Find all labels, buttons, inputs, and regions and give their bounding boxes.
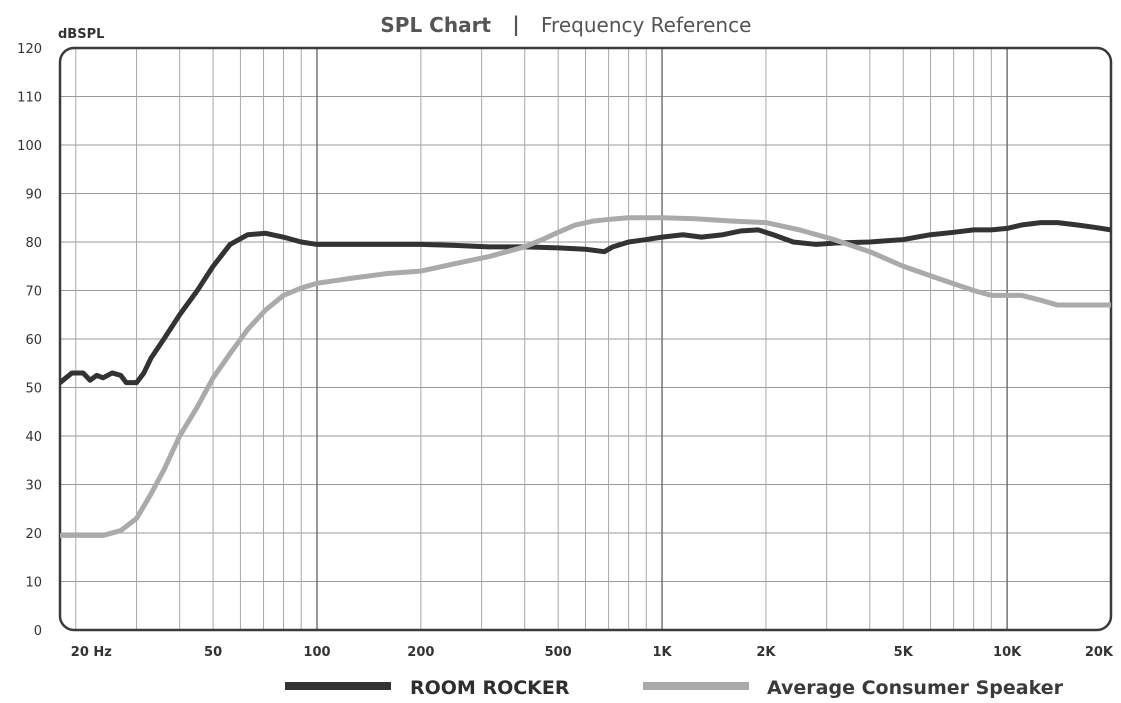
chart-title-separator: | xyxy=(512,12,519,36)
y-tick-label-40: 40 xyxy=(25,430,42,445)
x-tick-label-1k: 1K xyxy=(652,645,672,660)
y-tick-label-110: 110 xyxy=(17,91,42,106)
x-tick-label-20-hz: 20 Hz xyxy=(71,645,112,660)
legend-label-room-rocker: ROOM ROCKER xyxy=(410,677,570,699)
plot-frame xyxy=(58,46,1113,632)
legend-label-average-consumer-speaker: Average Consumer Speaker xyxy=(767,677,1064,699)
legend-swatch-average-consumer-speaker xyxy=(643,682,749,690)
y-tick-label-120: 120 xyxy=(17,42,42,57)
series-layer xyxy=(60,215,1111,538)
y-tick-label-70: 70 xyxy=(25,285,42,300)
y-tick-label-90: 90 xyxy=(25,188,42,203)
x-tick-label-100: 100 xyxy=(303,645,330,660)
x-tick-label-10k: 10K xyxy=(993,645,1022,660)
y-tick-labels: 0 10 20 30 40 50 60 70 80 90 100 110 120 xyxy=(17,42,42,639)
x-tick-label-500: 500 xyxy=(545,645,572,660)
y-tick-label-30: 30 xyxy=(25,479,42,494)
y-tick-label-80: 80 xyxy=(25,236,42,251)
y-tick-label-10: 10 xyxy=(25,576,42,591)
x-tick-label-20k: 20K xyxy=(1085,645,1114,660)
y-tick-label-0: 0 xyxy=(34,624,42,639)
x-tick-label-200: 200 xyxy=(407,645,434,660)
y-tick-label-100: 100 xyxy=(17,139,42,154)
x-tick-labels: 20 Hz 50 100 200 500 1K 2K 5K 10K 20K xyxy=(71,645,1114,660)
legend-swatch-room-rocker xyxy=(285,682,391,690)
x-tick-label-50: 50 xyxy=(204,645,222,660)
legend: ROOM ROCKER Average Consumer Speaker xyxy=(285,677,1064,699)
x-tick-label-5k: 5K xyxy=(894,645,914,660)
y-tick-label-60: 60 xyxy=(25,333,42,348)
y-axis-label: dBSPL xyxy=(58,27,104,42)
x-tick-label-2k: 2K xyxy=(756,645,776,660)
series-line-room-rocker xyxy=(60,220,1111,386)
chart-title: SPL Chart xyxy=(380,13,491,37)
series-line-average-consumer-speaker xyxy=(60,215,1111,538)
y-tick-label-20: 20 xyxy=(25,527,42,542)
chart-subtitle: Frequency Reference xyxy=(541,13,751,37)
y-tick-label-50: 50 xyxy=(25,382,42,397)
grid xyxy=(60,48,1111,630)
